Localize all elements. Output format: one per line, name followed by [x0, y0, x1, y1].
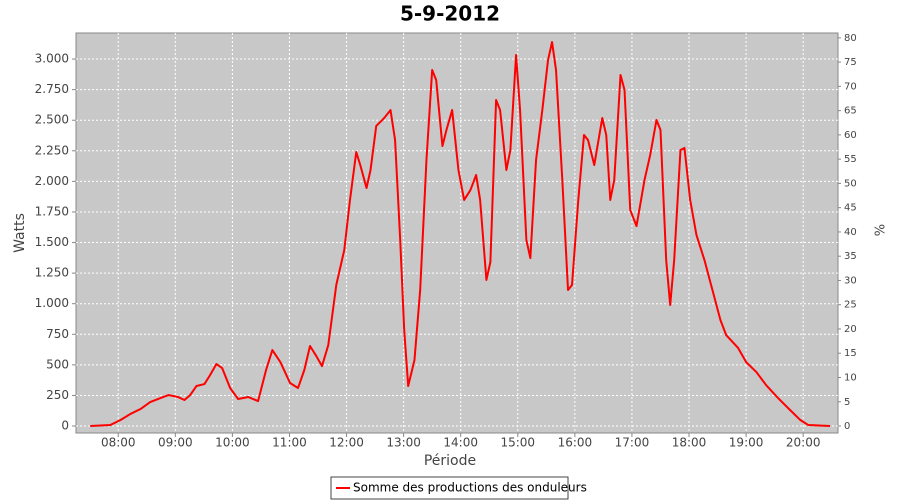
y2-tick-label: 65 — [844, 106, 857, 117]
y-tick-label: 1.750 — [35, 204, 69, 218]
chart-title: 5-9-2012 — [400, 2, 500, 26]
y2-tick-label: 55 — [844, 154, 857, 165]
y2-tick-label: 15 — [844, 348, 857, 359]
x-tick-label: 09:00 — [158, 436, 193, 450]
y2-tick-label: 45 — [844, 203, 857, 214]
y-tick-label: 1.000 — [35, 296, 69, 310]
y2-tick-label: 20 — [844, 324, 857, 335]
y-tick-label: 2.250 — [35, 143, 69, 157]
y-tick-label: 500 — [46, 357, 69, 371]
x-tick-label: 08:00 — [101, 436, 136, 450]
y-tick-label: 0 — [61, 419, 69, 433]
legend: Somme des productions des onduleurs — [330, 476, 587, 500]
y-tick-label: 250 — [46, 388, 69, 402]
x-tick-label: 11:00 — [272, 436, 307, 450]
x-tick-label: 20:00 — [786, 436, 821, 450]
x-tick-label: 14:00 — [443, 436, 478, 450]
y2-axis-label: % — [874, 224, 889, 236]
y2-tick-label: 5 — [844, 397, 850, 408]
plot-area — [75, 32, 839, 434]
x-tick-label: 12:00 — [329, 436, 364, 450]
y2-tick-label: 60 — [844, 130, 857, 141]
x-tick-label: 18:00 — [672, 436, 707, 450]
x-tick-label: 13:00 — [386, 436, 421, 450]
y2-tick-label: 25 — [844, 300, 857, 311]
y-tick-label: 3.000 — [35, 52, 69, 66]
x-tick-label: 16:00 — [558, 436, 593, 450]
y2-tick-label: 80 — [844, 33, 857, 44]
y-tick-label: 2.750 — [35, 82, 69, 96]
y2-tick-label: 30 — [844, 275, 857, 286]
y2-tick-label: 0 — [844, 421, 850, 432]
y-tick-label: 2.000 — [35, 174, 69, 188]
y-tick-label: 750 — [46, 327, 69, 341]
y2-tick-label: 70 — [844, 81, 857, 92]
y2-tick-label: 35 — [844, 251, 857, 262]
y2-tick-label: 40 — [844, 227, 857, 238]
y-tick-label: 2.500 — [35, 113, 69, 127]
x-tick-label: 10:00 — [215, 436, 250, 450]
x-axis-label: Période — [424, 453, 476, 469]
legend-label: Somme des productions des onduleurs — [353, 481, 587, 495]
x-tick-label: 19:00 — [729, 436, 764, 450]
x-tick-label: 15:00 — [500, 436, 535, 450]
y2-tick-label: 50 — [844, 178, 857, 189]
y2-tick-label: 75 — [844, 57, 857, 68]
y-axis-label: Watts — [12, 213, 28, 253]
y-tick-label: 1.500 — [35, 235, 69, 249]
x-tick-label: 17:00 — [615, 436, 650, 450]
y2-tick-label: 10 — [844, 372, 857, 383]
series-line — [90, 41, 831, 428]
legend-box — [330, 476, 569, 500]
y-tick-label: 1.250 — [35, 266, 69, 280]
